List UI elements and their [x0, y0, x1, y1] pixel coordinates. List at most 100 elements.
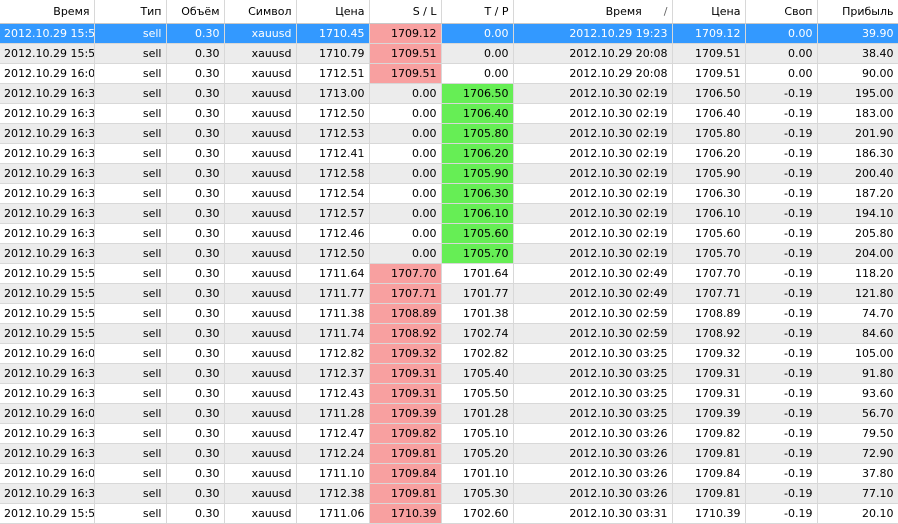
- table-row[interactable]: 2012.10.29 15:56 sell 0.30 xauusd 1710.45 170…: [0, 23, 898, 44]
- cell-type: sell: [94, 503, 167, 524]
- column-header-close-price[interactable]: Цена: [672, 0, 746, 24]
- column-header-volume[interactable]: Объём: [166, 0, 225, 24]
- cell-symbol: xauusd: [224, 363, 297, 384]
- cell-type: sell: [94, 443, 167, 464]
- table-row[interactable]: 2012.10.29 15:57 sell 0.30 xauusd 1710.79 170…: [0, 43, 898, 64]
- cell-open-price: 1710.45: [296, 23, 370, 44]
- cell-profit: 20.10: [817, 503, 898, 524]
- cell-take-profit: 1705.20: [441, 443, 514, 464]
- cell-open-time: 2012.10.29 15:58: [0, 283, 95, 304]
- table-row[interactable]: 2012.10.29 15:59 sell 0.30 xauusd 1711.06 171…: [0, 503, 898, 524]
- cell-type: sell: [94, 243, 167, 264]
- column-header-profit[interactable]: Прибыль: [817, 0, 898, 24]
- column-header-swap[interactable]: Своп: [745, 0, 818, 24]
- column-header-time[interactable]: Время: [0, 0, 95, 24]
- table-row[interactable]: 2012.10.29 15:58 sell 0.30 xauusd 1711.64 170…: [0, 263, 898, 284]
- cell-close-price: 1706.40: [672, 103, 746, 124]
- cell-close-price: 1706.10: [672, 203, 746, 224]
- cell-profit: 201.90: [817, 123, 898, 144]
- cell-open-price: 1712.58: [296, 163, 370, 184]
- cell-stop-loss: 0.00: [369, 223, 442, 244]
- table-row[interactable]: 2012.10.29 16:04 sell 0.30 xauusd 1711.10 170…: [0, 463, 898, 484]
- cell-take-profit: 1705.60: [441, 223, 514, 244]
- cell-close-price: 1709.51: [672, 63, 746, 84]
- cell-swap: -0.19: [745, 283, 818, 304]
- cell-take-profit: 1705.70: [441, 243, 514, 264]
- cell-open-price: 1712.47: [296, 423, 370, 444]
- table-row[interactable]: 2012.10.29 16:32 sell 0.30 xauusd 1713.00 0.0…: [0, 83, 898, 104]
- cell-take-profit: 1705.10: [441, 423, 514, 444]
- table-row[interactable]: 2012.10.29 16:31 sell 0.30 xauusd 1712.50 0.0…: [0, 243, 898, 264]
- column-header-price[interactable]: Цена: [296, 0, 370, 24]
- cell-close-price: 1709.84: [672, 463, 746, 484]
- table-row[interactable]: 2012.10.29 16:30 sell 0.30 xauusd 1712.41 0.0…: [0, 143, 898, 164]
- cell-type: sell: [94, 63, 167, 84]
- cell-close-price: 1709.82: [672, 423, 746, 444]
- cell-take-profit: 1701.64: [441, 263, 514, 284]
- cell-volume: 0.30: [166, 463, 225, 484]
- cell-stop-loss: 0.00: [369, 203, 442, 224]
- cell-volume: 0.30: [166, 283, 225, 304]
- table-row[interactable]: 2012.10.29 16:31 sell 0.30 xauusd 1712.37 170…: [0, 363, 898, 384]
- cell-open-time: 2012.10.29 16:31: [0, 363, 95, 384]
- cell-open-time: 2012.10.29 15:58: [0, 323, 95, 344]
- table-row[interactable]: 2012.10.29 16:04 sell 0.30 xauusd 1711.28 170…: [0, 403, 898, 424]
- table-row[interactable]: 2012.10.29 16:09 sell 0.30 xauusd 1712.82 170…: [0, 343, 898, 364]
- cell-take-profit: 0.00: [441, 63, 514, 84]
- table-row[interactable]: 2012.10.29 16:30 sell 0.30 xauusd 1712.47 170…: [0, 423, 898, 444]
- cell-open-time: 2012.10.29 16:31: [0, 163, 95, 184]
- table-row[interactable]: 2012.10.29 16:31 sell 0.30 xauusd 1712.58 0.0…: [0, 163, 898, 184]
- table-row[interactable]: 2012.10.29 16:31 sell 0.30 xauusd 1712.50 0.0…: [0, 103, 898, 124]
- cell-open-time: 2012.10.29 16:04: [0, 463, 95, 484]
- cell-close-time: 2012.10.30 02:49: [513, 283, 673, 304]
- cell-take-profit: 1706.20: [441, 143, 514, 164]
- cell-open-time: 2012.10.29 15:58: [0, 263, 95, 284]
- cell-close-price: 1707.71: [672, 283, 746, 304]
- table-row[interactable]: 2012.10.29 16:31 sell 0.30 xauusd 1712.57 0.0…: [0, 203, 898, 224]
- cell-volume: 0.30: [166, 63, 225, 84]
- cell-volume: 0.30: [166, 323, 225, 344]
- cell-close-time: 2012.10.30 02:19: [513, 183, 673, 204]
- cell-close-time: 2012.10.30 02:49: [513, 263, 673, 284]
- sort-indicator-icon: /: [663, 4, 668, 18]
- table-row[interactable]: 2012.10.29 16:31 sell 0.30 xauusd 1712.38 170…: [0, 483, 898, 504]
- table-row[interactable]: 2012.10.29 16:31 sell 0.30 xauusd 1712.54 0.0…: [0, 183, 898, 204]
- cell-close-time: 2012.10.30 02:19: [513, 83, 673, 104]
- table-row[interactable]: 2012.10.29 16:09 sell 0.30 xauusd 1712.51 170…: [0, 63, 898, 84]
- cell-volume: 0.30: [166, 403, 225, 424]
- cell-type: sell: [94, 263, 167, 284]
- cell-profit: 183.00: [817, 103, 898, 124]
- table-row[interactable]: 2012.10.29 16:31 sell 0.30 xauusd 1712.43 170…: [0, 383, 898, 404]
- cell-symbol: xauusd: [224, 123, 297, 144]
- cell-stop-loss: 1709.39: [369, 403, 442, 424]
- table-row[interactable]: 2012.10.29 16:31 sell 0.30 xauusd 1712.53 0.0…: [0, 123, 898, 144]
- cell-open-time: 2012.10.29 16:31: [0, 123, 95, 144]
- cell-swap: -0.19: [745, 243, 818, 264]
- table-row[interactable]: 2012.10.29 16:30 sell 0.30 xauusd 1712.24 170…: [0, 443, 898, 464]
- cell-take-profit: 1706.30: [441, 183, 514, 204]
- cell-open-time: 2012.10.29 16:30: [0, 443, 95, 464]
- cell-open-price: 1712.57: [296, 203, 370, 224]
- cell-open-price: 1711.06: [296, 503, 370, 524]
- cell-swap: -0.19: [745, 503, 818, 524]
- column-header-sl[interactable]: S / L: [369, 0, 442, 24]
- cell-swap: -0.19: [745, 463, 818, 484]
- cell-open-time: 2012.10.29 16:31: [0, 243, 95, 264]
- column-header-tp[interactable]: T / P: [441, 0, 514, 24]
- cell-stop-loss: 0.00: [369, 243, 442, 264]
- cell-stop-loss: 1709.84: [369, 463, 442, 484]
- table-row[interactable]: 2012.10.29 15:59 sell 0.30 xauusd 1711.38 170…: [0, 303, 898, 324]
- cell-open-price: 1711.77: [296, 283, 370, 304]
- table-row[interactable]: 2012.10.29 15:58 sell 0.30 xauusd 1711.74 170…: [0, 323, 898, 344]
- column-header-type[interactable]: Тип: [94, 0, 167, 24]
- cell-symbol: xauusd: [224, 163, 297, 184]
- cell-type: sell: [94, 343, 167, 364]
- cell-symbol: xauusd: [224, 423, 297, 444]
- cell-stop-loss: 1708.89: [369, 303, 442, 324]
- cell-symbol: xauusd: [224, 43, 297, 64]
- table-row[interactable]: 2012.10.29 15:58 sell 0.30 xauusd 1711.77 170…: [0, 283, 898, 304]
- cell-swap: -0.19: [745, 263, 818, 284]
- table-row[interactable]: 2012.10.29 16:31 sell 0.30 xauusd 1712.46 0.0…: [0, 223, 898, 244]
- column-header-close-time[interactable]: Время /: [513, 0, 673, 24]
- column-header-symbol[interactable]: Символ: [224, 0, 297, 24]
